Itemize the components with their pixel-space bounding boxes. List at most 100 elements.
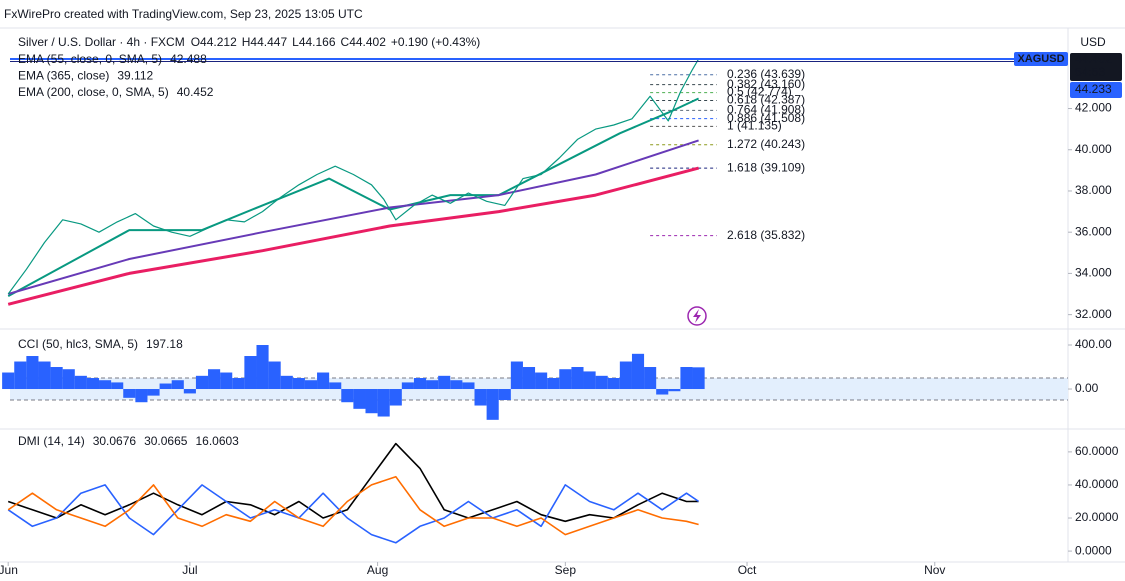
cci-bar xyxy=(450,380,463,390)
cci-bar xyxy=(50,367,63,390)
cci-bar xyxy=(486,389,499,420)
fib-label: 0.382 (43.160) xyxy=(727,77,805,91)
cci-bar xyxy=(547,378,560,390)
x-tick-label: Aug xyxy=(367,563,388,577)
legend-value: 42.488 xyxy=(170,52,207,66)
cci-bar xyxy=(292,378,305,390)
cci-bar xyxy=(280,375,293,390)
x-tick-label: Jun xyxy=(0,563,18,577)
legend-name: DMI (14, 14) xyxy=(18,434,85,448)
cci-bar xyxy=(99,380,112,390)
cci-bar xyxy=(571,367,584,390)
y-tick-label: 0.0000 xyxy=(1075,543,1112,557)
ohlc-value: 44.447 xyxy=(250,35,287,49)
fib-label: 2.618 (35.832) xyxy=(727,228,805,242)
x-tick-label: Sep xyxy=(555,563,577,577)
ohlc-label: H xyxy=(242,35,251,49)
cci-bar xyxy=(644,367,657,390)
series-line xyxy=(7,139,699,295)
cci-bar xyxy=(183,389,196,394)
ohlc-label: C xyxy=(341,35,350,49)
alert-icon-ring xyxy=(687,306,707,326)
alert-icon[interactable] xyxy=(687,306,707,326)
change: +0.190 (+0.43%) xyxy=(391,35,480,49)
symbol-tag-bg xyxy=(1014,52,1068,67)
fib-label: 0.886 (41.508) xyxy=(727,111,805,125)
cci-bar xyxy=(304,380,318,390)
fib-label: 1.618 (39.109) xyxy=(727,160,805,174)
cci-bar xyxy=(147,389,160,396)
series-line xyxy=(7,475,699,536)
price-box-bg xyxy=(1070,53,1122,82)
cci-bar xyxy=(38,361,51,390)
cci-bar xyxy=(74,375,87,390)
cci-bar xyxy=(86,378,100,390)
cci-bar xyxy=(232,378,245,390)
cci-bar xyxy=(14,361,27,390)
x-tick-label: Jul xyxy=(182,563,197,577)
cci-bar xyxy=(692,367,705,390)
x-tick-label: Nov xyxy=(924,563,945,577)
cci-bar xyxy=(317,372,330,390)
cci-bar xyxy=(462,382,475,390)
fib-label: 0.5 (42.774) xyxy=(727,85,792,99)
cci-bar xyxy=(510,361,523,390)
legend-value: 30.0676 xyxy=(93,434,137,448)
legend-value: 16.0603 xyxy=(195,434,239,448)
cci-bar xyxy=(195,375,209,390)
cci-bar xyxy=(341,389,354,403)
fib-label: 1 (41.135) xyxy=(727,119,782,133)
price-label-bg xyxy=(1070,82,1122,99)
price-box-value: 44.402 xyxy=(1075,52,1112,66)
cci-bar xyxy=(377,389,390,417)
cci-bar xyxy=(123,389,136,398)
price-line xyxy=(7,58,700,295)
cci-bar xyxy=(159,383,172,390)
cci-bar xyxy=(583,371,596,390)
legend-value: 197.18 xyxy=(146,337,183,351)
cci-bar xyxy=(559,369,572,390)
cci-bar xyxy=(607,378,620,390)
cci-bar xyxy=(2,372,15,390)
cci-bar xyxy=(256,345,269,390)
cci-bar xyxy=(413,378,427,390)
fib-label: 0.236 (43.639) xyxy=(727,67,805,81)
y-tick-label: 38.000 xyxy=(1075,183,1112,197)
cci-bar xyxy=(329,382,342,390)
ohlc-value: 44.212 xyxy=(200,35,237,49)
cci-bar xyxy=(208,369,221,390)
ohlc-value: 44.402 xyxy=(349,35,386,49)
countdown: 54:53 xyxy=(1075,65,1105,79)
y-tick-label: 40.000 xyxy=(1075,142,1112,156)
y-tick-label: 0.00 xyxy=(1075,381,1099,395)
symbol-tag: XAGUSD xyxy=(1017,53,1064,65)
cci-bar xyxy=(595,375,608,390)
y-tick-label: 36.000 xyxy=(1075,224,1112,238)
y-tick-label: 400.00 xyxy=(1075,337,1112,351)
currency[interactable]: USD xyxy=(1080,35,1106,49)
fib-label: 0.618 (42.387) xyxy=(727,93,805,107)
cci-bar xyxy=(111,382,124,390)
cci-bar xyxy=(680,367,693,390)
y-tick-label: 20.0000 xyxy=(1075,510,1119,524)
alert-icon-bolt xyxy=(693,309,701,323)
symbol-title: Silver / U.S. Dollar · 4h · FXCM xyxy=(18,35,185,49)
cci-bar xyxy=(365,389,378,414)
ohlc-label: L xyxy=(292,35,299,49)
y-tick-label: 34.000 xyxy=(1075,266,1112,280)
legend-value: 30.0665 xyxy=(144,434,188,448)
cci-bar xyxy=(668,389,681,392)
legend-value: 40.452 xyxy=(177,85,214,99)
y-tick-label: 40.0000 xyxy=(1075,477,1119,491)
y-tick-label: 60.0000 xyxy=(1075,444,1119,458)
cci-bar xyxy=(26,356,39,390)
price-label: 44.233 xyxy=(1075,82,1112,96)
cci-bar xyxy=(656,389,669,395)
legend-name: CCI (50, hlc3, SMA, 5) xyxy=(18,337,138,351)
cci-bar xyxy=(631,353,645,390)
cci-bar xyxy=(62,369,75,390)
cci-bar xyxy=(244,356,257,390)
